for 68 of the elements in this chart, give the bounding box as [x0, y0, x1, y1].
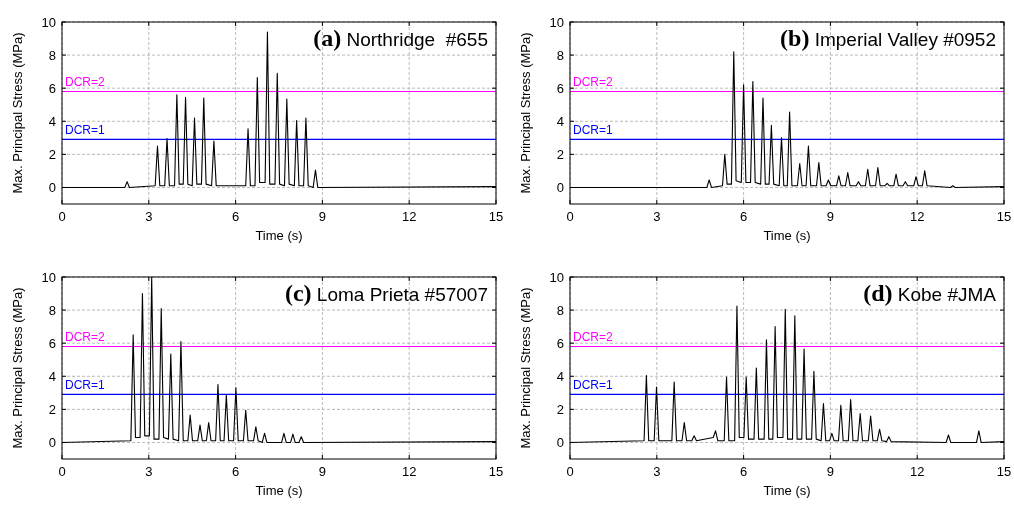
x-tick-label: 15 — [996, 209, 1012, 224]
annotation: DCR=1 — [65, 378, 106, 393]
chart-title: (c) Loma Prieta #57007 — [284, 280, 488, 306]
y-tick-label: 8 — [556, 47, 564, 63]
y-tick-label: 10 — [549, 269, 564, 285]
y-tick-label: 0 — [556, 434, 564, 450]
x-tick-label: 0 — [566, 464, 574, 479]
chart-title: (b) Imperial Valley #0952 — [780, 25, 996, 51]
x-tick-label: 15 — [996, 464, 1012, 479]
x-tick-label: 12 — [401, 209, 417, 224]
y-tick-label: 8 — [556, 302, 564, 318]
x-tick-label: 3 — [653, 464, 661, 479]
x-tick-label: 15 — [488, 464, 504, 479]
y-tick-label: 10 — [549, 14, 564, 30]
x-tick-label: 0 — [58, 209, 66, 224]
x-tick-label: 0 — [58, 464, 66, 479]
y-tick-label: 2 — [48, 401, 56, 417]
y-tick-label: 10 — [41, 14, 56, 30]
x-tick-label: 9 — [826, 464, 835, 479]
annotation: DCR=1 — [573, 123, 614, 138]
x-axis-title: Time (s) — [763, 228, 811, 243]
y-tick-label: 0 — [48, 434, 56, 450]
y-tick-label: 4 — [556, 113, 564, 129]
x-tick-label: 3 — [145, 209, 153, 224]
y-axis-title: Max. Principal Stress (MPa) — [10, 287, 25, 449]
x-tick-label: 9 — [826, 209, 835, 224]
x-tick-label: 9 — [318, 464, 327, 479]
y-tick-label: 2 — [556, 401, 564, 417]
annotation: DCR=1 — [65, 123, 106, 138]
x-axis-title: Time (s) — [255, 483, 303, 498]
annotation: DCR=2 — [573, 330, 614, 345]
x-tick-label: 0 — [566, 209, 574, 224]
annotation: DCR=2 — [65, 330, 106, 345]
x-tick-label: 3 — [145, 464, 153, 479]
y-tick-label: 8 — [48, 47, 56, 63]
y-tick-label: 6 — [48, 80, 56, 96]
x-axis-title: Time (s) — [255, 228, 303, 243]
y-tick-label: 4 — [556, 368, 564, 384]
y-tick-label: 2 — [556, 146, 564, 162]
x-tick-label: 6 — [231, 464, 240, 479]
y-tick-label: 4 — [48, 368, 56, 384]
y-tick-label: 6 — [48, 335, 56, 351]
x-tick-label: 9 — [318, 209, 327, 224]
x-tick-label: 6 — [739, 464, 748, 479]
y-tick-label: 6 — [556, 335, 564, 351]
x-tick-label: 6 — [739, 209, 748, 224]
x-axis-title: Time (s) — [763, 483, 811, 498]
y-tick-label: 8 — [48, 302, 56, 318]
annotation: DCR=2 — [573, 75, 614, 90]
y-axis-title: Max. Principal Stress (MPa) — [518, 32, 533, 194]
y-tick-label: 0 — [48, 179, 56, 195]
x-tick-label: 15 — [488, 209, 504, 224]
annotation: DCR=2 — [65, 75, 106, 90]
chart-title: (d) Kobe #JMA — [863, 280, 997, 306]
x-tick-label: 6 — [231, 209, 240, 224]
y-axis-title: Max. Principal Stress (MPa) — [10, 32, 25, 194]
y-tick-label: 0 — [556, 179, 564, 195]
chart-title: (a) Northridge #655 — [313, 25, 488, 51]
x-tick-label: 12 — [909, 209, 925, 224]
annotation: DCR=1 — [573, 378, 614, 393]
y-axis-title: Max. Principal Stress (MPa) — [518, 287, 533, 449]
x-tick-label: 3 — [653, 209, 661, 224]
y-tick-label: 2 — [48, 146, 56, 162]
x-tick-label: 12 — [909, 464, 925, 479]
x-tick-label: 12 — [401, 464, 417, 479]
y-tick-label: 6 — [556, 80, 564, 96]
y-tick-label: 10 — [41, 269, 56, 285]
y-tick-label: 4 — [48, 113, 56, 129]
